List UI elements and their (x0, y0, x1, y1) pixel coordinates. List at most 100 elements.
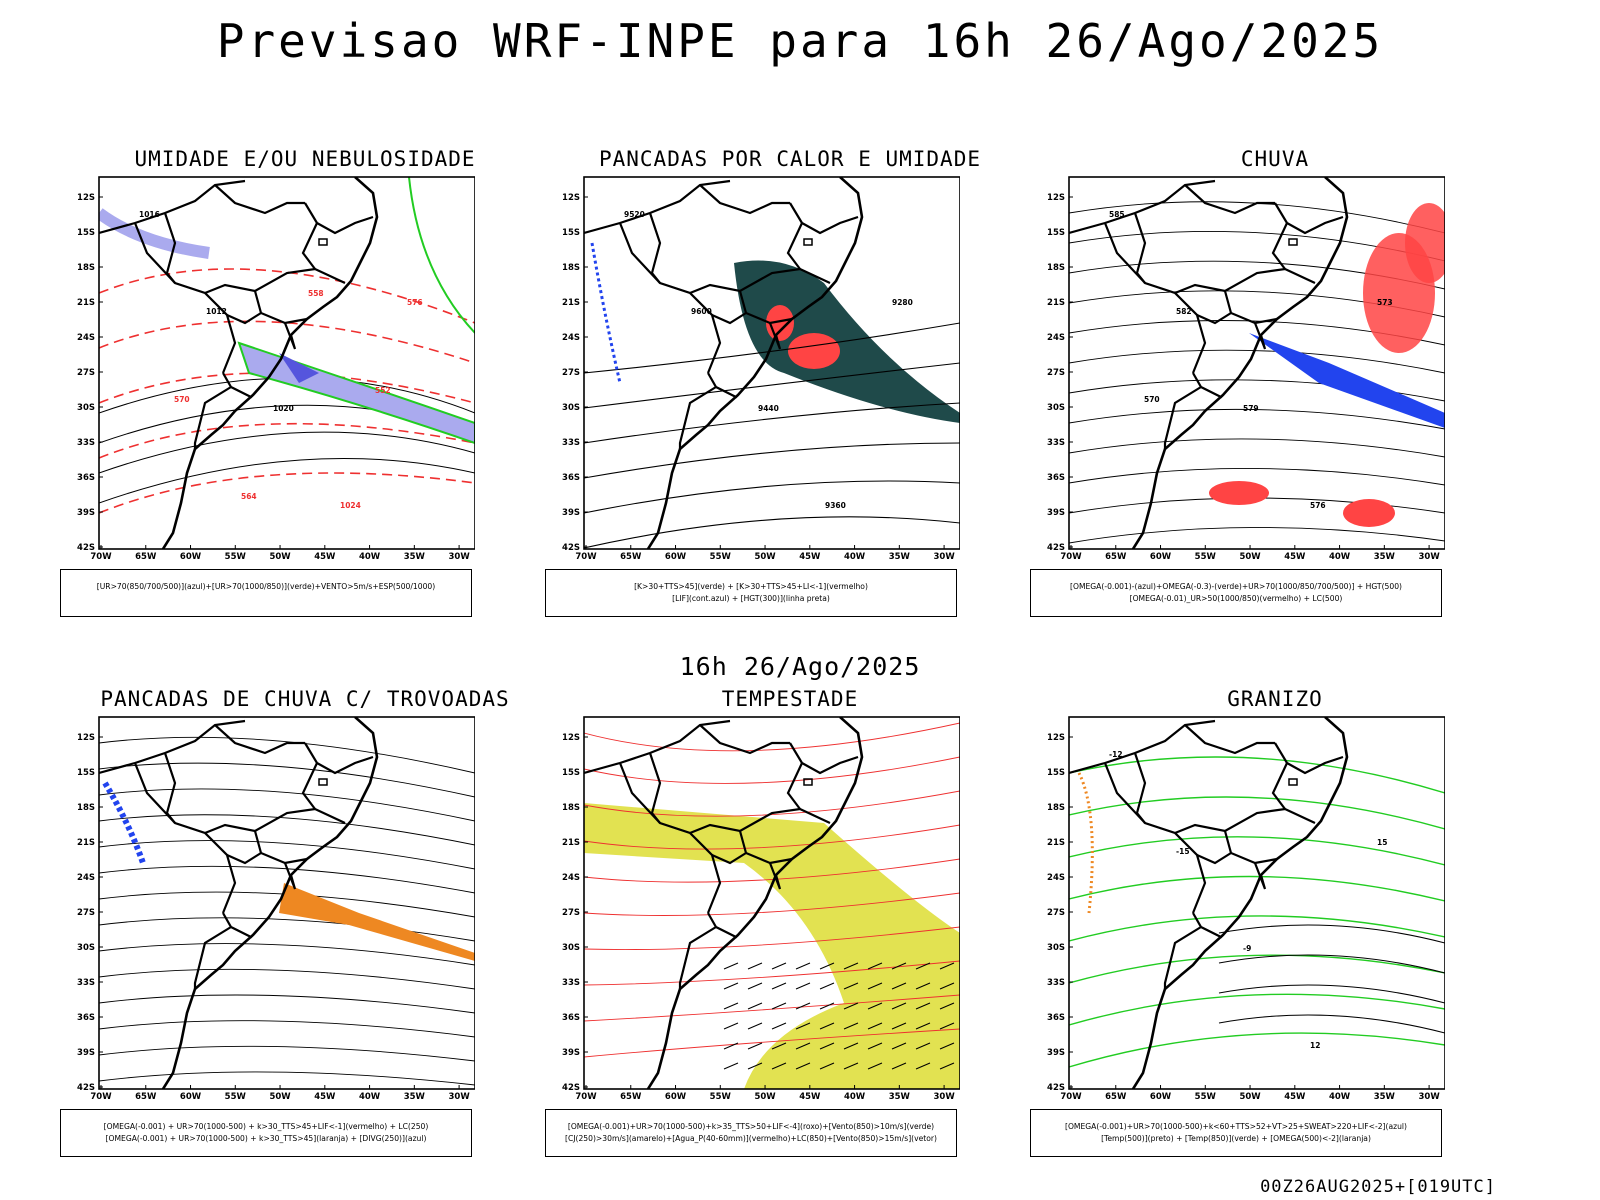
lat-label: 39S (562, 508, 580, 518)
lat-label: 30S (1047, 943, 1065, 953)
lat-label: 33S (77, 978, 95, 988)
contour-label: 582 (1176, 307, 1192, 316)
lat-label: 39S (1047, 508, 1065, 518)
lon-label: 35W (889, 552, 911, 562)
lat-label: 27S (1047, 368, 1065, 378)
lon-label: 55W (1195, 552, 1217, 562)
legend-box: [OMEGA(-0.001) + UR>70(1000-500) + k>30_… (60, 1109, 472, 1157)
lat-label: 15S (1047, 768, 1065, 778)
lat-label: 21S (1047, 298, 1065, 308)
panel-title: GRANIZO (1227, 687, 1323, 711)
lon-label: 35W (404, 1092, 426, 1102)
main-title: Previsao WRF-INPE para 16h 26/Ago/2025 (216, 14, 1384, 68)
lat-label: 36S (77, 1013, 95, 1023)
contour-label: -12 (1109, 750, 1123, 759)
lat-label: 39S (1047, 1048, 1065, 1058)
lat-label: 18S (77, 803, 95, 813)
contour-label: 9280 (892, 298, 913, 307)
lat-label: 42S (1047, 1083, 1065, 1093)
lat-label: 21S (77, 298, 95, 308)
lon-label: 60W (665, 552, 687, 562)
panel-tempestade: TEMPESTADE 12S 15S 18S 21S 24S 27S 30S 33S 36S 39… (540, 687, 1040, 1177)
lat-label: 24S (1047, 873, 1065, 883)
lat-label: 30S (77, 943, 95, 953)
map-umidade: 1016 1012 1020 1024 576 570 564 558 552 12S 15S 18S… (55, 173, 476, 569)
panel-trovoadas: PANCADAS DE CHUVA C/ TROVOADAS 12S 15S 18S… (55, 687, 555, 1177)
lon-label: 45W (1284, 1092, 1306, 1102)
lon-label: 50W (269, 1092, 291, 1102)
lon-label: 60W (180, 1092, 202, 1102)
lat-label: 27S (562, 368, 580, 378)
lat-label: 33S (1047, 978, 1065, 988)
lon-label: 70W (90, 552, 112, 562)
lon-label: 55W (225, 552, 247, 562)
lon-label: 50W (269, 552, 291, 562)
lon-label: 30W (933, 1092, 955, 1102)
lat-label: 24S (77, 333, 95, 343)
lat-label: 21S (562, 838, 580, 848)
lon-label: 45W (799, 1092, 821, 1102)
contour-label: 558 (308, 289, 324, 298)
lat-label: 12S (1047, 193, 1065, 203)
lon-label: 65W (1105, 552, 1127, 562)
panel-title: PANCADAS POR CALOR E UMIDADE (598, 147, 981, 171)
lon-label: 35W (1374, 1092, 1396, 1102)
lat-label: 36S (562, 473, 580, 483)
lon-label: 50W (754, 1092, 776, 1102)
panel-title: PANCADAS DE CHUVA C/ TROVOADAS (100, 687, 510, 711)
contour-label: 564 (241, 492, 257, 501)
contour-label: 9600 (691, 307, 712, 316)
lon-label: 70W (575, 1092, 597, 1102)
legend-line: [OMEGA(-0.001)-(azul)+OMEGA(-0.3)-(verde… (1070, 582, 1402, 591)
run-stamp: 00Z26AUG2025+[019UTC] (1260, 1177, 1496, 1197)
lat-label: 33S (562, 438, 580, 448)
lat-label: 42S (77, 1083, 95, 1093)
contour-label: 585 (1109, 210, 1125, 219)
lon-label: 40W (359, 1092, 381, 1102)
lon-label: 70W (90, 1092, 112, 1102)
contour-label: -9 (1243, 944, 1251, 953)
lon-label: 55W (710, 552, 732, 562)
lon-label: 70W (1060, 1092, 1082, 1102)
lon-label: 40W (844, 552, 866, 562)
lon-label: 55W (710, 1092, 732, 1102)
lat-label: 18S (77, 263, 95, 273)
lat-label: 30S (1047, 403, 1065, 413)
map-svg: 9520 9600 9440 9360 9280 12S 15S 18S 21S 24S 27S 30… (562, 176, 961, 562)
lat-label: 15S (562, 768, 580, 778)
lat-label: 18S (562, 803, 580, 813)
lon-label: 60W (665, 1092, 687, 1102)
panel-umidade: UMIDADE E/OU NEBULOSIDADE 1016 1012 1020 10… (55, 147, 555, 637)
panel-granizo: GRANIZO -12 -15 -9 12 15 12S 15S 18S 21S 24S 27S 30… (1025, 687, 1525, 1177)
lat-label: 33S (77, 438, 95, 448)
map-tempestade: 12S 15S 18S 21S 24S 27S 30S 33S 36S 39S 42S 70W 65W 6… (540, 713, 961, 1109)
lon-label: 35W (1374, 552, 1396, 562)
legend-line: [CJ(250)>30m/s](amarelo)+[Agua_P(40-60mm… (565, 1134, 937, 1143)
contour-label: 1016 (139, 210, 160, 219)
lon-label: 55W (225, 1092, 247, 1102)
legend-box: [OMEGA(-0.001)-(azul)+OMEGA(-0.3)-(verde… (1030, 569, 1442, 617)
map-granizo: -12 -15 -9 12 15 12S 15S 18S 21S 24S 27S 30S 33S 36S 3… (1025, 713, 1446, 1109)
lat-label: 12S (1047, 733, 1065, 743)
lon-label: 30W (1418, 1092, 1440, 1102)
contour-label: 570 (174, 395, 190, 404)
contour-label: -15 (1176, 847, 1190, 856)
legend-box: [OMEGA(-0.001)+UR>70(1000-500)+k>35_TTS>… (545, 1109, 957, 1157)
lon-label: 45W (314, 1092, 336, 1102)
contour-label: 1020 (273, 404, 294, 413)
lat-label: 21S (1047, 838, 1065, 848)
lat-label: 12S (562, 193, 580, 203)
map-frame (1068, 716, 1446, 1090)
lat-label: 21S (77, 838, 95, 848)
lon-label: 40W (359, 552, 381, 562)
lat-label: 12S (77, 193, 95, 203)
legend-line: [Temp(500)](preto) + [Temp(850)](verde) … (1101, 1134, 1371, 1143)
lon-label: 65W (620, 552, 642, 562)
lon-label: 70W (1060, 552, 1082, 562)
lat-label: 36S (77, 473, 95, 483)
lat-label: 36S (1047, 473, 1065, 483)
lat-label: 12S (77, 733, 95, 743)
legend-box: [K>30+TTS>45](verde) + [K>30+TTS>45+LI<-… (545, 569, 957, 617)
legend-line: [UR>70(850/700/500)](azul)+[UR>70(1000/8… (96, 582, 436, 591)
